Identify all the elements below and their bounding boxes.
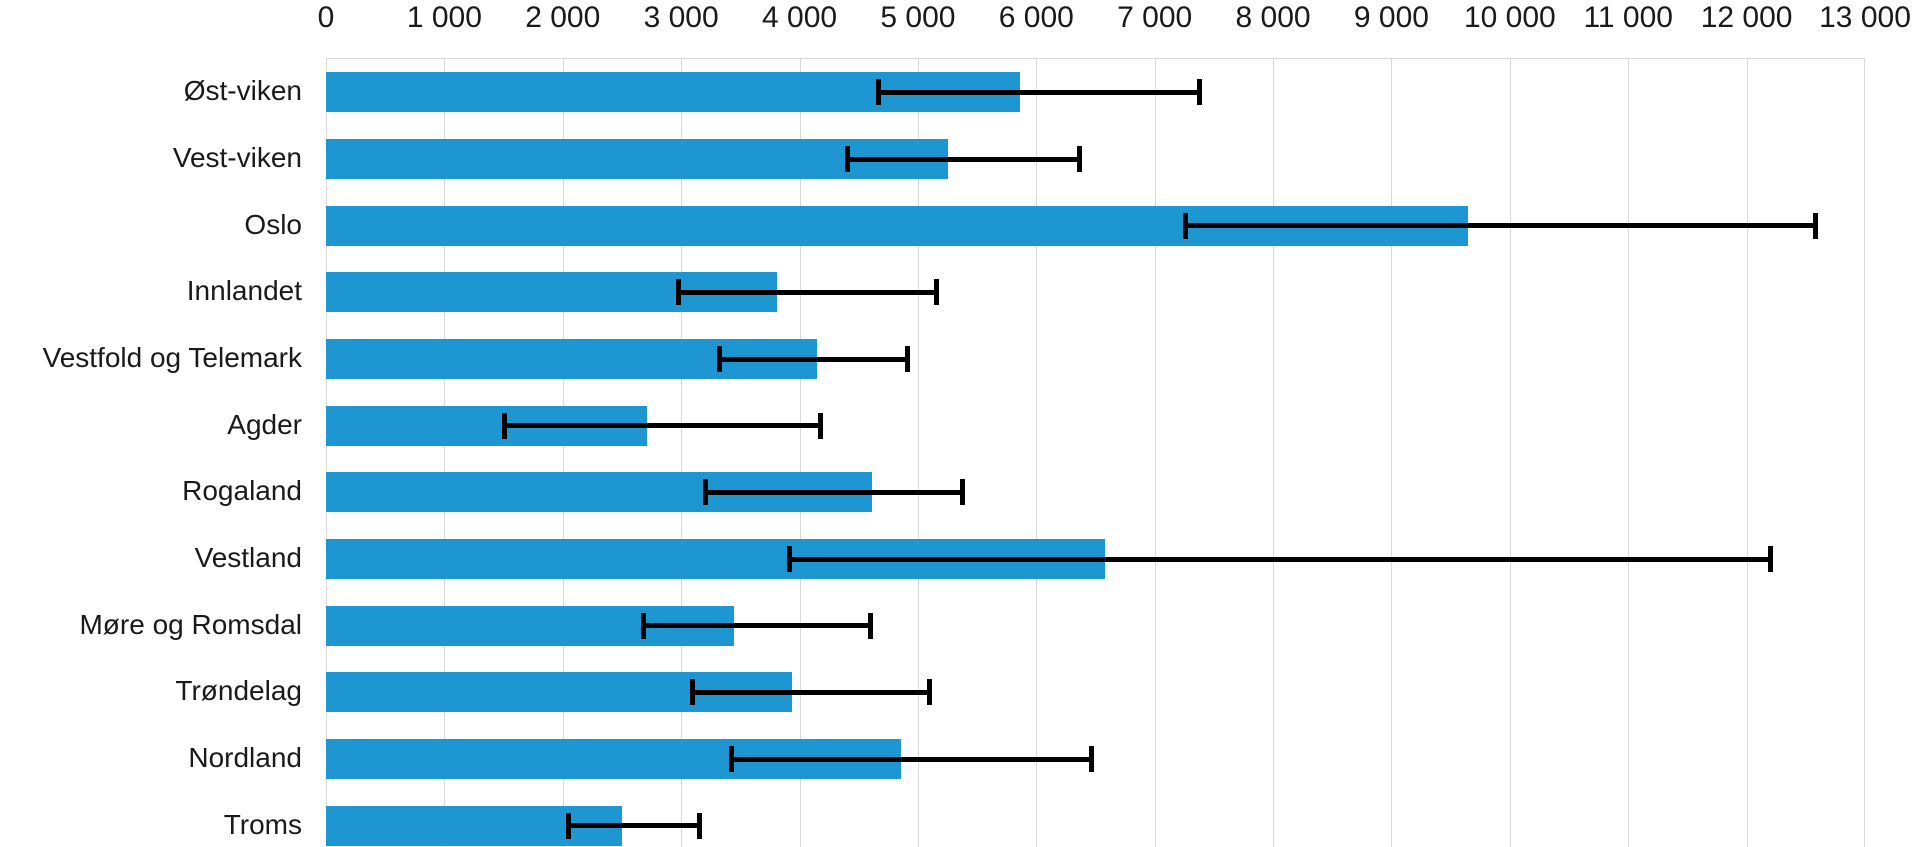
- error-bar-cap-left: [703, 479, 709, 506]
- error-bar-cap-left: [786, 546, 792, 572]
- x-tick-label: 11 000: [1583, 1, 1673, 34]
- error-bar-cap-left: [640, 612, 646, 639]
- error-bar-cap-left: [728, 746, 734, 772]
- error-bar-cap-left: [876, 79, 882, 106]
- error-bar-line: [640, 623, 873, 629]
- category-label: Vestland: [194, 542, 302, 573]
- plot-area: [326, 58, 1865, 847]
- error-bar: [502, 412, 824, 439]
- error-bar: [786, 546, 1773, 572]
- category-label: Agder: [227, 408, 302, 440]
- x-tick-label: 9 000: [1353, 1, 1429, 34]
- error-bar-cap-left: [845, 146, 851, 172]
- x-tick-label: 4 000: [761, 1, 838, 34]
- error-bar: [703, 479, 966, 506]
- error-bar-line: [716, 356, 910, 362]
- category-label: Møre og Romsdal: [79, 608, 302, 640]
- gridline: [562, 59, 564, 847]
- gridline: [1036, 59, 1038, 847]
- error-bar-line: [690, 689, 932, 695]
- error-bar-cap-right: [1077, 146, 1083, 172]
- error-bar-cap-right: [1812, 212, 1818, 239]
- gridline: [1154, 59, 1156, 847]
- error-bar: [1183, 212, 1818, 239]
- category-label: Oslo: [244, 208, 302, 240]
- error-bar: [845, 146, 1083, 172]
- error-bar-line: [676, 289, 940, 295]
- x-tick-label: 1 000: [406, 1, 482, 34]
- error-bar-line: [728, 756, 1095, 762]
- category-label: Trøndelag: [175, 675, 302, 707]
- error-bar-cap-left: [676, 279, 682, 306]
- error-bar: [676, 279, 940, 306]
- error-bar-line: [1183, 223, 1818, 229]
- gridline: [1391, 59, 1393, 847]
- gridline: [1273, 59, 1275, 847]
- x-tick-label: 5 000: [880, 1, 956, 34]
- x-tick-label: 7 000: [1117, 1, 1193, 34]
- error-bar-line: [876, 89, 1203, 95]
- gridline: [799, 59, 801, 847]
- error-bar-cap-right: [934, 279, 940, 306]
- category-label: Rogaland: [182, 475, 302, 507]
- error-bar-cap-left: [690, 679, 696, 706]
- error-bar-line: [786, 556, 1773, 562]
- error-bar-line: [703, 489, 966, 495]
- error-bar-cap-left: [1183, 212, 1189, 239]
- gridline: [681, 59, 683, 847]
- x-tick-label: 12 000: [1700, 1, 1793, 34]
- error-bar-cap-right: [926, 679, 932, 706]
- error-bar-line: [502, 423, 824, 429]
- category-label: Vest-viken: [172, 142, 302, 173]
- error-bar-cap-left: [565, 812, 571, 839]
- error-bar: [876, 79, 1203, 106]
- bar: [326, 139, 948, 179]
- x-tick-label: 6 000: [998, 1, 1074, 34]
- error-bar: [728, 746, 1095, 772]
- category-label: Øst-viken: [183, 75, 302, 107]
- error-bar-line: [565, 823, 703, 829]
- gridline: [1746, 59, 1748, 847]
- x-tick-label: 3 000: [643, 1, 719, 34]
- error-bar: [716, 346, 910, 372]
- x-tick-label: 0: [317, 1, 335, 34]
- error-bar-cap-right: [1089, 746, 1095, 772]
- x-tick-label: 13 000: [1819, 1, 1911, 34]
- gridline: [917, 59, 919, 847]
- gridline: [444, 59, 446, 847]
- category-label: Vestfold og Telemark: [42, 342, 302, 373]
- error-bar: [640, 612, 873, 639]
- category-label: Troms: [223, 808, 302, 840]
- error-bar-cap-right: [1767, 546, 1773, 572]
- category-label: Nordland: [188, 742, 302, 773]
- x-tick-label: 10 000: [1463, 1, 1556, 34]
- gridline: [1864, 59, 1865, 847]
- error-bar-cap-right: [960, 479, 966, 506]
- error-bar-cap-right: [867, 612, 873, 639]
- error-bar-line: [845, 156, 1083, 162]
- error-bar-cap-left: [716, 346, 722, 372]
- error-bar-cap-right: [1197, 79, 1203, 106]
- x-tick-label: 2 000: [525, 1, 601, 34]
- error-bar-cap-left: [502, 412, 508, 439]
- error-bar: [565, 812, 703, 839]
- x-axis: 0 1 000 2 000 3 000 4 000 5 000 6 000 7 000 8 00…: [0, 0, 1915, 44]
- error-bar-cap-right: [697, 812, 703, 839]
- error-bar-cap-right: [904, 346, 910, 372]
- gridline: [1628, 59, 1630, 847]
- x-tick-label: 8 000: [1235, 1, 1311, 34]
- category-label: Innlandet: [186, 275, 302, 307]
- error-bar-cap-right: [818, 412, 824, 439]
- error-bar: [690, 679, 932, 706]
- gridline: [326, 59, 327, 847]
- gridline: [1509, 59, 1511, 847]
